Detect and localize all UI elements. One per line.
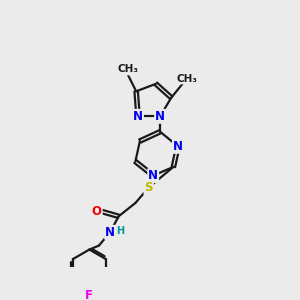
Text: F: F xyxy=(85,290,93,300)
Text: N: N xyxy=(155,110,165,123)
Text: CH₃: CH₃ xyxy=(118,64,139,74)
Text: O: O xyxy=(92,205,102,218)
Text: CH₃: CH₃ xyxy=(177,74,198,83)
Text: S: S xyxy=(144,181,153,194)
Text: N: N xyxy=(148,169,158,182)
Text: N: N xyxy=(105,226,115,239)
Text: H: H xyxy=(116,226,124,236)
Text: N: N xyxy=(173,140,183,153)
Text: N: N xyxy=(133,110,143,123)
